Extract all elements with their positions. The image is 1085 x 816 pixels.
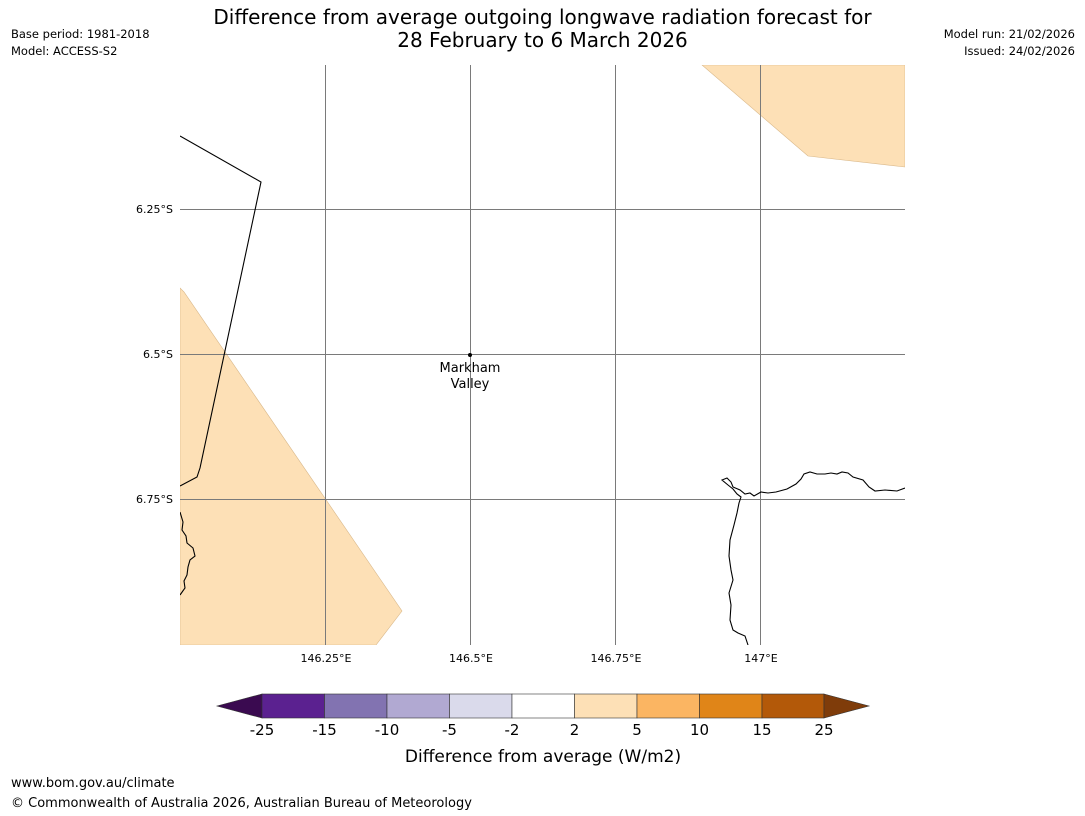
footer-copyright: © Commonwealth of Australia 2026, Austra…: [11, 796, 472, 811]
colorbar-bin: [261, 693, 325, 719]
model-run: Model run: 21/02/2026: [943, 27, 1075, 41]
coastline-southwest: [180, 511, 196, 596]
colorbar-tick: -2: [505, 721, 520, 739]
colorbar-tick: -25: [250, 721, 275, 739]
footer: www.bom.gov.au/climate © Commonwealth of…: [11, 774, 472, 814]
gridlines: [180, 65, 905, 645]
place-marker: [468, 353, 472, 357]
colorbar-bin: [636, 693, 700, 719]
colorbar-tick: 5: [632, 721, 642, 739]
boundary-line: [180, 135, 262, 487]
colorbar-bin: [386, 693, 450, 719]
anomaly-region-northeast: [701, 65, 905, 168]
colorbar-tick: -10: [375, 721, 400, 739]
colorbar-label: Difference from average (W/m2): [405, 747, 681, 767]
colorbar-bin: [511, 693, 575, 719]
colorbar-extend-low: [215, 693, 263, 719]
colorbar-extend-high: [823, 693, 871, 719]
boundaries: [180, 135, 905, 645]
model-name: Model: ACCESS-S2: [11, 44, 118, 58]
colorbar-bin: [324, 693, 388, 719]
colorbar-tick: -15: [312, 721, 337, 739]
title-line-1: Difference from average outgoing longwav…: [213, 5, 872, 29]
colorbar-bin: [574, 693, 638, 719]
lon-label: 146.5°E: [449, 652, 493, 665]
colorbar-tick: -5: [442, 721, 457, 739]
lat-label: 6.5°S: [143, 348, 173, 361]
place-label-line2: Valley: [451, 377, 490, 392]
lon-label: 146.75°E: [591, 652, 642, 665]
lon-label: 147°E: [744, 652, 777, 665]
map-title: Difference from average outgoing longwav…: [180, 6, 905, 52]
colorbar-tick: 2: [570, 721, 580, 739]
meta-right: Model run: 21/02/2026 Issued: 24/02/2026: [944, 26, 1075, 60]
colorbar-bin: [699, 693, 763, 719]
base-period: Base period: 1981-2018: [11, 27, 150, 41]
lon-label: 146.25°E: [301, 652, 352, 665]
latitude-labels: 6.25°S 6.5°S 6.75°S: [136, 203, 173, 506]
issued-date: Issued: 24/02/2026: [964, 44, 1075, 58]
map-area: Markham Valley: [180, 65, 905, 645]
lat-label: 6.25°S: [136, 203, 173, 216]
lat-label: 6.75°S: [136, 493, 173, 506]
colorbar-ticks: -25 -15 -10 -5 -2 2 5 10 15 25: [250, 721, 834, 739]
colorbar: [215, 693, 871, 719]
longitude-labels: 146.25°E 146.5°E 146.75°E 147°E: [301, 652, 778, 665]
anomaly-region-southwest: [180, 287, 403, 645]
meta-left: Base period: 1981-2018 Model: ACCESS-S2: [11, 26, 150, 60]
colorbar-tick: 10: [690, 721, 709, 739]
colorbar-tick: 15: [752, 721, 771, 739]
colorbar-tick: 25: [814, 721, 833, 739]
colorbar-bin: [761, 693, 825, 719]
footer-url: www.bom.gov.au/climate: [11, 776, 175, 791]
title-line-2: 28 February to 6 March 2026: [397, 28, 688, 52]
place-label-line1: Markham: [440, 361, 501, 376]
coastline-southeast: [720, 471, 905, 645]
colorbar-bin: [449, 693, 513, 719]
